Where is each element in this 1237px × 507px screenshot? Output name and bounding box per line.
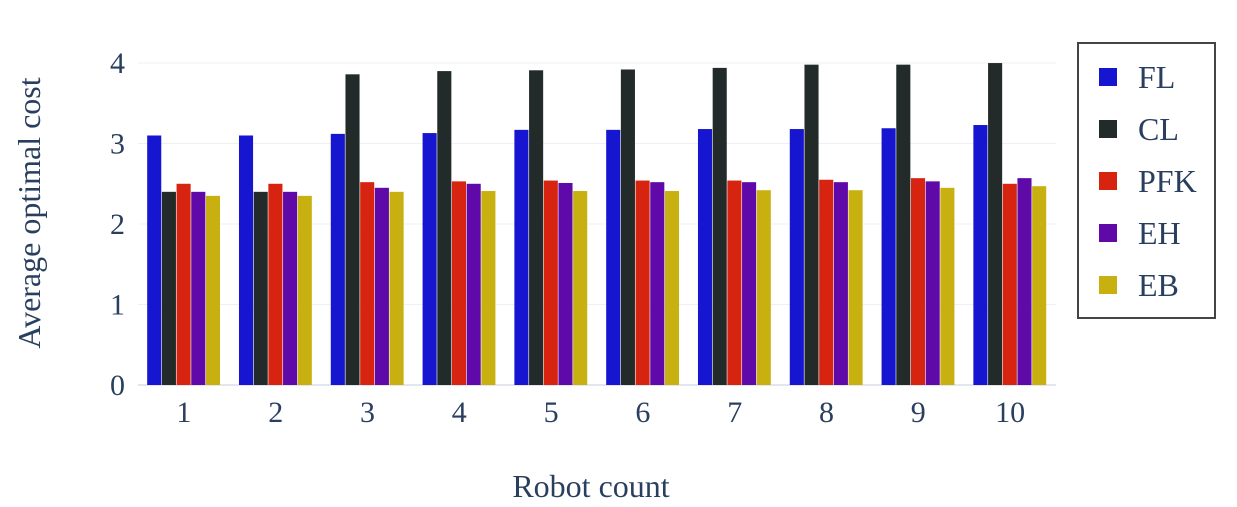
bar-pfk (268, 183, 283, 385)
bar-cl (345, 74, 360, 385)
bar-eb (940, 187, 955, 385)
bar-pfk (635, 180, 650, 385)
bar-eb (205, 195, 221, 385)
y-axis-ticks: 0 1 2 3 4 (110, 47, 125, 402)
legend-label-eh: EH (1138, 215, 1181, 251)
y-tick-label: 0 (110, 369, 125, 402)
x-axis-title: Robot count (512, 468, 669, 504)
bar-fl (789, 129, 804, 385)
bar-eb (297, 195, 312, 385)
bar-pfk (176, 183, 191, 385)
legend: FL CL PFK EH EB (1077, 42, 1216, 319)
bar-eb (664, 191, 680, 385)
bar-fl (330, 133, 345, 385)
legend-label-pfk: PFK (1138, 163, 1197, 199)
bar-eh (283, 191, 298, 385)
bar-fl (238, 135, 254, 385)
bar-pfk (819, 179, 834, 385)
bar-cl (896, 64, 911, 385)
bar-fl (973, 125, 988, 386)
x-tick-label: 3 (360, 396, 375, 429)
x-tick-label: 4 (452, 396, 467, 429)
bar-eh (558, 182, 573, 385)
bar-cl (253, 191, 268, 385)
bar-eb (481, 191, 496, 385)
bars (147, 63, 1047, 386)
bar-fl (881, 128, 896, 385)
x-tick-label: 6 (635, 396, 650, 429)
y-axis-title: Average optimal cost (11, 77, 47, 348)
bar-eb (848, 190, 863, 385)
bar-eb (389, 191, 404, 385)
bar-eh (191, 191, 206, 385)
x-tick-label: 1 (176, 396, 191, 429)
bar-cl (712, 67, 727, 385)
y-tick-label: 2 (110, 208, 125, 241)
bar-cl (804, 64, 819, 385)
legend-swatch-eb (1099, 276, 1117, 294)
legend-swatch-pfk (1099, 172, 1117, 190)
bar-eh (742, 182, 757, 385)
bar-eb (1032, 186, 1047, 385)
bar-cl (529, 70, 544, 385)
bar-fl (606, 129, 621, 385)
y-tick-label: 3 (110, 128, 125, 161)
bar-fl (422, 133, 437, 385)
bar-pfk (727, 180, 742, 385)
bar-cl (437, 71, 452, 385)
bar-eh (925, 181, 940, 385)
x-axis-ticks: 1 2 3 4 5 6 7 8 9 10 (176, 396, 1025, 429)
legend-swatch-cl (1099, 120, 1117, 138)
bar-eh (833, 182, 848, 385)
bar-eh (1017, 178, 1032, 385)
bar-fl (514, 129, 529, 385)
bar-fl (147, 135, 162, 385)
legend-label-fl: FL (1138, 59, 1175, 95)
y-tick-label: 4 (110, 47, 125, 80)
bar-eh (650, 182, 665, 385)
bar-pfk (910, 178, 926, 385)
legend-label-cl: CL (1138, 111, 1179, 147)
bar-cl (988, 63, 1003, 386)
bar-eh (466, 183, 481, 385)
bar-eh (374, 187, 389, 385)
bar-cl (161, 191, 176, 385)
bar-pfk (1002, 183, 1017, 385)
x-tick-label: 2 (268, 396, 283, 429)
bar-cl (620, 69, 635, 386)
x-tick-label: 10 (995, 396, 1025, 429)
bar-eb (573, 191, 588, 385)
x-tick-label: 5 (544, 396, 559, 429)
bar-fl (697, 129, 713, 385)
x-tick-label: 9 (911, 396, 926, 429)
y-tick-label: 1 (110, 289, 125, 322)
bar-pfk (451, 181, 467, 385)
legend-swatch-fl (1099, 68, 1117, 86)
legend-swatch-eh (1099, 224, 1117, 242)
bar-pfk (360, 182, 375, 385)
bar-eb (756, 190, 771, 385)
bar-pfk (543, 180, 558, 385)
x-tick-label: 7 (727, 396, 742, 429)
legend-label-eb: EB (1138, 267, 1179, 303)
x-tick-label: 8 (819, 396, 834, 429)
